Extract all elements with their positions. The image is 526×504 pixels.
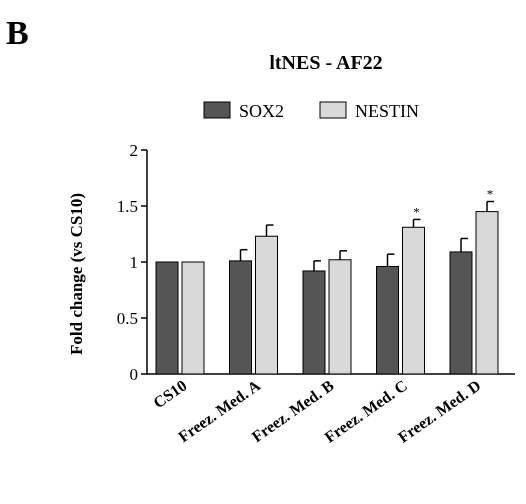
- bar-sox2-1: [229, 260, 252, 375]
- bar-nestin-3: [402, 226, 425, 375]
- legend: SOX2 NESTIN: [203, 101, 419, 121]
- bars: **: [155, 187, 499, 375]
- legend-swatch-nestin: [319, 101, 347, 119]
- x-tick-label: CS10: [151, 377, 191, 412]
- legend-label-sox2: SOX2: [239, 101, 284, 121]
- chart-title: ltNES - AF22: [269, 52, 382, 74]
- y-axis-label: Fold change (vs CS10): [67, 193, 86, 355]
- y-tick-label: 0.5: [117, 309, 138, 328]
- legend-label-nestin: NESTIN: [355, 101, 419, 121]
- bar-sox2-4: [449, 251, 473, 375]
- y-tick-label: 1: [130, 253, 139, 272]
- significance-marker: *: [413, 204, 420, 219]
- bar-nestin-0: [181, 261, 205, 375]
- x-tick-label: Freez. Med. D: [395, 377, 484, 446]
- bar-nestin-2: [328, 259, 352, 375]
- bar-nestin-1: [255, 235, 278, 375]
- y-tick-label: 0: [130, 365, 139, 384]
- y-tick-label: 2: [130, 141, 139, 160]
- y-tick-label: 1.5: [117, 197, 138, 216]
- legend-swatch-sox2: [203, 101, 231, 119]
- bar-nestin-4: [475, 211, 499, 375]
- bar-sox2-2: [302, 270, 326, 375]
- bar-sox2-3: [376, 265, 399, 375]
- significance-marker: *: [487, 187, 494, 202]
- bar-sox2-0: [155, 261, 179, 375]
- panel-label: B: [6, 15, 29, 52]
